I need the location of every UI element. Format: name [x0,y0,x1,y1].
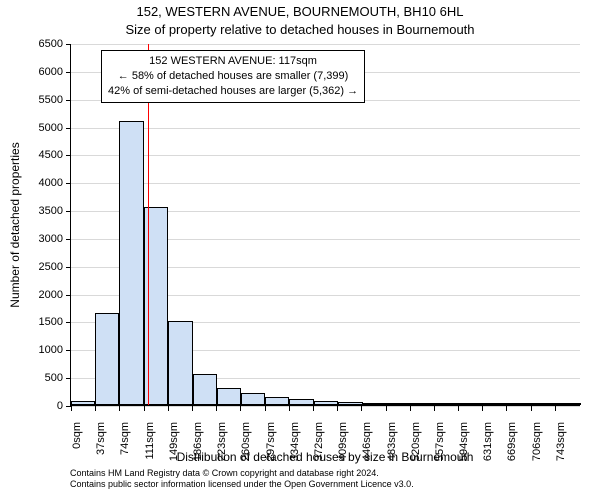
y-tick-label: 2000 [15,289,63,301]
x-tick-mark [506,406,507,411]
x-tick-mark [434,406,435,411]
x-tick-mark [555,406,556,411]
y-tick-mark [66,128,71,129]
y-tick-label: 3500 [15,205,63,217]
histogram-bar [484,403,508,405]
y-tick-label: 2500 [15,261,63,273]
histogram-bar [314,401,338,405]
histogram-bar [338,402,362,405]
y-tick-label: 3000 [15,233,63,245]
y-tick-mark [66,44,71,45]
histogram-bar [387,403,411,405]
histogram-bar [459,403,483,405]
y-tick-label: 4500 [15,149,63,161]
x-tick-mark [386,406,387,411]
x-tick-mark [265,406,266,411]
y-tick-mark [66,295,71,296]
x-tick-mark [240,406,241,411]
histogram-bar [508,403,532,405]
y-tick-mark [66,378,71,379]
x-tick-mark [482,406,483,411]
histogram-bar [119,121,143,405]
y-tick-mark [66,322,71,323]
y-tick-label: 0 [15,400,63,412]
histogram-bar [363,403,387,405]
histogram-bar [435,403,459,405]
y-tick-mark [66,267,71,268]
histogram-bar [289,399,313,405]
x-tick-mark [410,406,411,411]
histogram-bar [265,397,289,405]
y-tick-label: 6000 [15,66,63,78]
x-tick-mark [531,406,532,411]
x-tick-mark [289,406,290,411]
histogram-bar [168,321,192,405]
y-tick-mark [66,100,71,101]
x-tick-mark [216,406,217,411]
x-tick-mark [119,406,120,411]
histogram-bar [533,403,557,405]
y-tick-mark [66,155,71,156]
x-tick-mark [337,406,338,411]
chart-title: 152, WESTERN AVENUE, BOURNEMOUTH, BH10 6… [0,4,600,19]
grid-line [71,406,580,407]
y-tick-label: 5000 [15,122,63,134]
y-tick-label: 1500 [15,316,63,328]
histogram-bar [411,403,435,405]
histogram-bar [193,374,217,405]
y-tick-mark [66,350,71,351]
x-tick-mark [144,406,145,411]
x-tick-mark [71,406,72,411]
x-tick-mark [192,406,193,411]
x-axis-label: Distribution of detached houses by size … [70,450,580,464]
x-tick-mark [313,406,314,411]
y-tick-label: 5500 [15,94,63,106]
x-tick-mark [458,406,459,411]
histogram-bar [71,401,95,405]
histogram-bar [557,403,581,405]
x-tick-mark [168,406,169,411]
histogram-chart: 152, WESTERN AVENUE, BOURNEMOUTH, BH10 6… [0,0,600,500]
footer-line-2: Contains public sector information licen… [70,479,580,490]
histogram-bar [95,313,119,405]
annotation-line: 42% of semi-detached houses are larger (… [108,84,358,99]
x-tick-mark [95,406,96,411]
y-tick-mark [66,239,71,240]
histogram-bar [217,388,241,405]
histogram-bar [241,393,265,405]
y-tick-mark [66,211,71,212]
y-tick-label: 500 [15,372,63,384]
chart-subtitle: Size of property relative to detached ho… [0,22,600,37]
annotation-line: 152 WESTERN AVENUE: 117sqm [108,54,358,69]
annotation-box: 152 WESTERN AVENUE: 117sqm← 58% of detac… [101,50,365,103]
y-tick-label: 6500 [15,38,63,50]
x-tick-mark [361,406,362,411]
annotation-line: ← 58% of detached houses are smaller (7,… [108,69,358,84]
y-tick-label: 1000 [15,344,63,356]
y-tick-mark [66,72,71,73]
attribution-footer: Contains HM Land Registry data © Crown c… [70,468,580,491]
y-tick-label: 4000 [15,177,63,189]
y-tick-mark [66,183,71,184]
plot-area: 0500100015002000250030003500400045005000… [70,44,580,406]
footer-line-1: Contains HM Land Registry data © Crown c… [70,468,580,479]
